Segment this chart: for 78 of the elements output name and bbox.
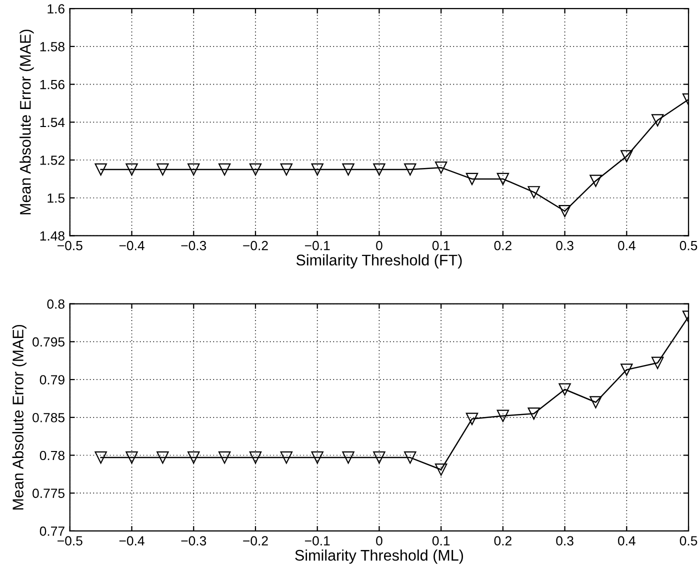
point [311, 163, 324, 176]
y-tick-label: 0.78 [40, 450, 64, 460]
x-tick-label: 0.1 [432, 240, 450, 250]
point [280, 163, 293, 176]
y-tick-label: 0.79 [40, 375, 64, 384]
point [590, 396, 602, 408]
x-tick-label: 0.3 [556, 536, 574, 546]
point [404, 451, 416, 464]
x-tick-label: 0.4 [618, 536, 636, 546]
x-tick-label: 0.5 [680, 240, 698, 250]
x-tick-label: 0.4 [618, 240, 636, 250]
point [156, 163, 169, 176]
point [373, 451, 386, 464]
x-tick-label: 0.2 [494, 536, 512, 546]
x-axis-title: Similarity Threshold (ML) [295, 550, 464, 564]
point [558, 383, 571, 396]
x-tick-label: −0.4 [119, 240, 144, 250]
point [94, 451, 107, 464]
point [280, 451, 293, 464]
point [188, 163, 200, 176]
point [156, 451, 169, 464]
x-axis-title: Similarity Threshold (FT) [296, 254, 462, 269]
y-tick-label: 1.5 [48, 194, 64, 203]
x-tick-label: 0.2 [494, 240, 512, 250]
point [651, 356, 664, 370]
y-tick-label: 1.58 [40, 42, 64, 52]
point [651, 114, 664, 126]
x-tick-label: −0.1 [304, 536, 330, 546]
x-tick-label: −0.3 [181, 240, 206, 250]
y-tick-label: 1.6 [48, 4, 64, 14]
point [496, 172, 510, 186]
x-tick-label: −0.3 [181, 536, 206, 546]
point [434, 464, 448, 476]
point [434, 161, 448, 174]
x-tick-label: 0.1 [432, 536, 450, 546]
point [528, 408, 540, 420]
point [590, 174, 602, 187]
point [126, 163, 138, 176]
y-axis-title: Mean Absolute Error (MAE) [12, 324, 26, 510]
point [496, 410, 510, 422]
y-tick-label: 1.52 [40, 156, 64, 165]
x-tick-label: 0 [376, 536, 382, 546]
x-tick-label: −0.2 [243, 240, 268, 250]
point [126, 451, 138, 464]
y-tick-label: 0.775 [32, 488, 64, 498]
x-tick-label: −0.5 [58, 240, 82, 250]
point [528, 186, 540, 198]
point [558, 205, 571, 218]
point [94, 163, 107, 176]
y-tick-label: 0.795 [32, 337, 64, 347]
y-tick-label: 1.48 [40, 231, 64, 241]
x-tick-label: 0.3 [556, 240, 574, 250]
y-tick-label: 0.8 [47, 299, 64, 309]
x-tick-label: −0.1 [304, 240, 330, 250]
y-tick-label: 1.56 [40, 80, 64, 90]
point [342, 451, 354, 464]
point [620, 364, 633, 376]
point [249, 163, 262, 176]
point [249, 451, 262, 464]
x-tick-label: −0.5 [58, 536, 82, 546]
x-tick-label: 0.5 [680, 536, 698, 546]
x-tick-label: 0 [376, 240, 382, 250]
point [218, 163, 231, 176]
point [342, 163, 354, 176]
y-tick-label: 0.785 [32, 412, 64, 422]
y-tick-label: 1.54 [40, 118, 65, 128]
x-tick-label: −0.2 [243, 536, 268, 546]
point [188, 451, 200, 464]
point [373, 163, 386, 176]
point [218, 451, 231, 464]
point [404, 163, 416, 176]
point [466, 412, 478, 426]
point [466, 172, 478, 186]
x-tick-label: −0.4 [119, 536, 144, 546]
point [620, 150, 633, 162]
y-axis-title: Mean Absolute Error (MAE) [20, 30, 34, 214]
y-tick-label: 0.77 [40, 526, 64, 536]
point [311, 451, 324, 464]
